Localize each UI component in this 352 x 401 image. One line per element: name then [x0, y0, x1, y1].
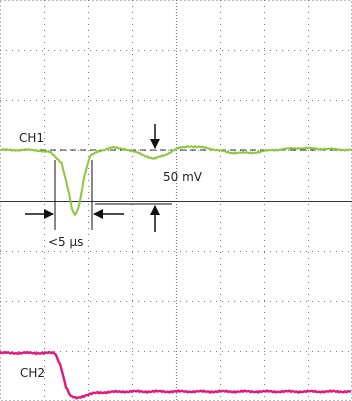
ch2-trace: [0, 350, 352, 400]
amplitude-label: 50 mV: [163, 170, 203, 184]
ch1-trace: [0, 145, 351, 216]
traces: [0, 145, 352, 400]
ch2-label: CH2: [20, 366, 45, 380]
ch1-label: CH1: [19, 131, 44, 145]
pulse-width-label: <5 µs: [48, 235, 83, 249]
